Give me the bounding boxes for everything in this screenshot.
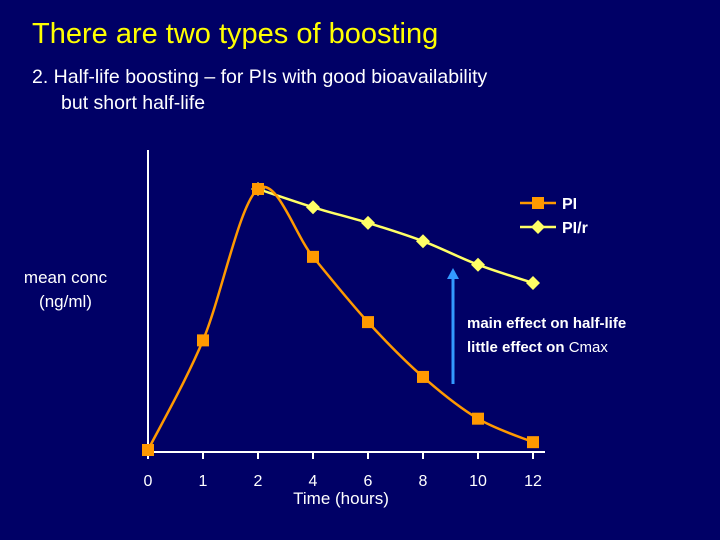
point-pi-r-4 [306, 200, 320, 215]
x-tick-label-2: 2 [254, 473, 263, 490]
x-tick-label-6: 6 [364, 473, 373, 490]
point-pi-r-6 [361, 215, 375, 230]
point-pi-0 [142, 444, 154, 456]
x-tick-label-4: 4 [309, 473, 318, 490]
legend-marker-pi [532, 197, 544, 209]
x-tick-label-8: 8 [419, 473, 428, 490]
point-pi-r-12 [526, 275, 540, 290]
x-axis-label: Time (hours) [293, 489, 389, 508]
x-tick-label-10: 10 [469, 473, 487, 490]
annotation-cmax: Cmax [568, 339, 608, 356]
annotation-line-2: little effect on Cmax [467, 336, 626, 360]
legend-marker-pi-r [531, 220, 545, 234]
point-pi-r-8 [416, 234, 430, 249]
point-pi-1 [197, 334, 209, 347]
point-pi-8 [417, 370, 429, 383]
subtitle-line-1: 2. Half-life boosting – for PIs with goo… [32, 66, 488, 88]
point-pi-2 [252, 183, 264, 195]
chart-annotation: main effect on half-life little effect o… [467, 312, 626, 360]
x-tick-label-0: 0 [144, 473, 153, 490]
point-pi-10 [472, 412, 484, 425]
slide-subtitle: 2. Half-life boosting – for PIs with goo… [32, 64, 487, 116]
y-axis-label: mean conc (ng/ml) [23, 268, 108, 311]
point-pi-12 [527, 436, 539, 449]
x-tick-label-1: 1 [199, 473, 208, 490]
half-life-arrowhead [447, 268, 459, 279]
subtitle-line-2: but short half-life [61, 92, 206, 114]
x-tick-label-12: 12 [524, 473, 542, 490]
annotation-prefix: little effect on [467, 339, 569, 356]
point-pi-r-10 [471, 257, 485, 272]
annotation-line-1: main effect on half-life [467, 315, 627, 332]
point-pi-4 [307, 250, 319, 263]
legend-label-pi: PI [562, 196, 577, 213]
point-pi-6 [362, 316, 374, 329]
legend-label-pi-r: PI/r [562, 220, 588, 237]
slide-title: There are two types of boosting [32, 18, 439, 50]
